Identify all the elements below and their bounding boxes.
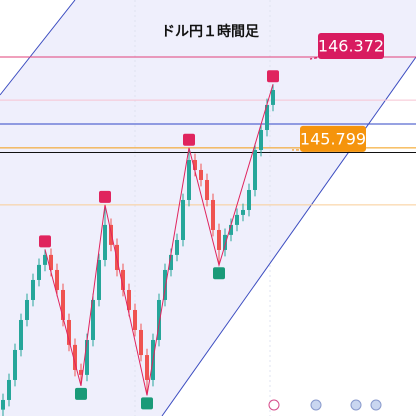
pivot-marker <box>99 190 111 203</box>
channel-lower <box>161 56 416 416</box>
candle-body <box>175 239 179 255</box>
candle-body <box>49 254 53 270</box>
candle-body <box>85 339 89 375</box>
price-label: 146.372 <box>318 36 384 55</box>
candle-body <box>223 234 227 250</box>
candle-body <box>229 224 233 235</box>
price-label: 145.799 <box>300 129 366 148</box>
pivot-marker <box>141 397 153 410</box>
candle-body <box>19 319 23 350</box>
candle-body <box>91 299 95 340</box>
flag-icon <box>310 399 322 411</box>
candle-body <box>139 329 143 356</box>
candle-body <box>103 224 107 260</box>
pivot-marker <box>183 133 195 146</box>
flag-icon <box>370 399 382 411</box>
candle-body <box>187 159 191 200</box>
pivot-marker <box>267 70 279 83</box>
candle-body <box>271 89 275 105</box>
channel-upper <box>0 0 76 96</box>
candle-body <box>43 254 47 265</box>
plot-layer: 146.372 145.799 <box>0 32 416 416</box>
candle-body <box>211 199 215 230</box>
event-icon <box>268 399 280 411</box>
candle-body <box>133 309 137 330</box>
candle-body <box>235 214 239 225</box>
price-label-box <box>318 32 384 59</box>
candle-body <box>121 269 125 290</box>
candle-body <box>247 189 251 210</box>
candle-body <box>127 289 131 310</box>
chart-title: ドル円１時間足 <box>161 23 260 40</box>
candle-body <box>259 129 263 150</box>
candle-body <box>1 399 5 410</box>
candle-body <box>13 349 17 380</box>
bottom-icons <box>268 399 382 411</box>
candle-body <box>265 104 269 130</box>
candle-body <box>73 344 77 370</box>
price-label-box <box>300 125 366 152</box>
candle-body <box>67 319 71 345</box>
candle-body <box>79 369 83 375</box>
candle-body <box>109 224 113 245</box>
candle-body <box>205 179 209 200</box>
candle-body <box>193 159 197 170</box>
candle-body <box>7 379 11 400</box>
candle-body <box>55 269 59 290</box>
candle-body <box>37 264 41 280</box>
candle-body <box>163 269 167 300</box>
flag-icon <box>350 399 362 411</box>
candle-body <box>253 149 257 190</box>
candle-body <box>169 254 173 270</box>
candle-body <box>241 209 245 215</box>
candle-body <box>25 299 29 320</box>
zigzag-line <box>44 84 274 396</box>
candle-body <box>31 279 35 300</box>
pivot-marker <box>213 267 225 280</box>
candle-body <box>145 355 149 380</box>
candle-body <box>217 229 221 250</box>
candle-body <box>61 289 65 320</box>
candle-body <box>157 299 161 340</box>
candle-body <box>181 199 185 240</box>
pivot-marker <box>39 235 51 248</box>
pivot-marker <box>75 387 87 400</box>
candle-body <box>97 259 101 300</box>
candle-body <box>199 169 203 180</box>
